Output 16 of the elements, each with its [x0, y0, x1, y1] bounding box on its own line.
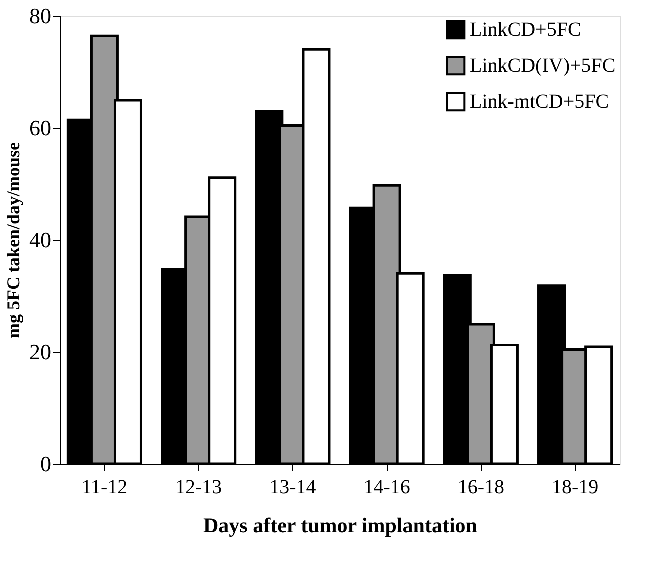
x-tick-label: 14-16 [364, 476, 410, 498]
y-tick-label: 80 [30, 4, 52, 28]
x-tick-label: 18-19 [552, 476, 599, 498]
x-tick-label: 11-12 [82, 476, 128, 498]
legend-label: Link-mtCD+5FC [470, 91, 610, 113]
x-axis-title: Days after tumor implantation [204, 514, 478, 538]
y-tick-label: 60 [30, 116, 52, 140]
y-tick-label: 0 [40, 452, 52, 476]
x-tick-label: 16-18 [458, 476, 505, 498]
x-tick-label: 13-14 [270, 476, 316, 498]
x-tick-label: 12-13 [175, 476, 222, 498]
legend-label: LinkCD(IV)+5FC [470, 55, 616, 77]
y-tick-label: 20 [30, 340, 52, 364]
y-axis-title: mg 5FC taken/day/mouse [4, 142, 24, 339]
y-tick-label: 40 [30, 228, 52, 252]
legend-label: LinkCD+5FC [470, 19, 582, 41]
